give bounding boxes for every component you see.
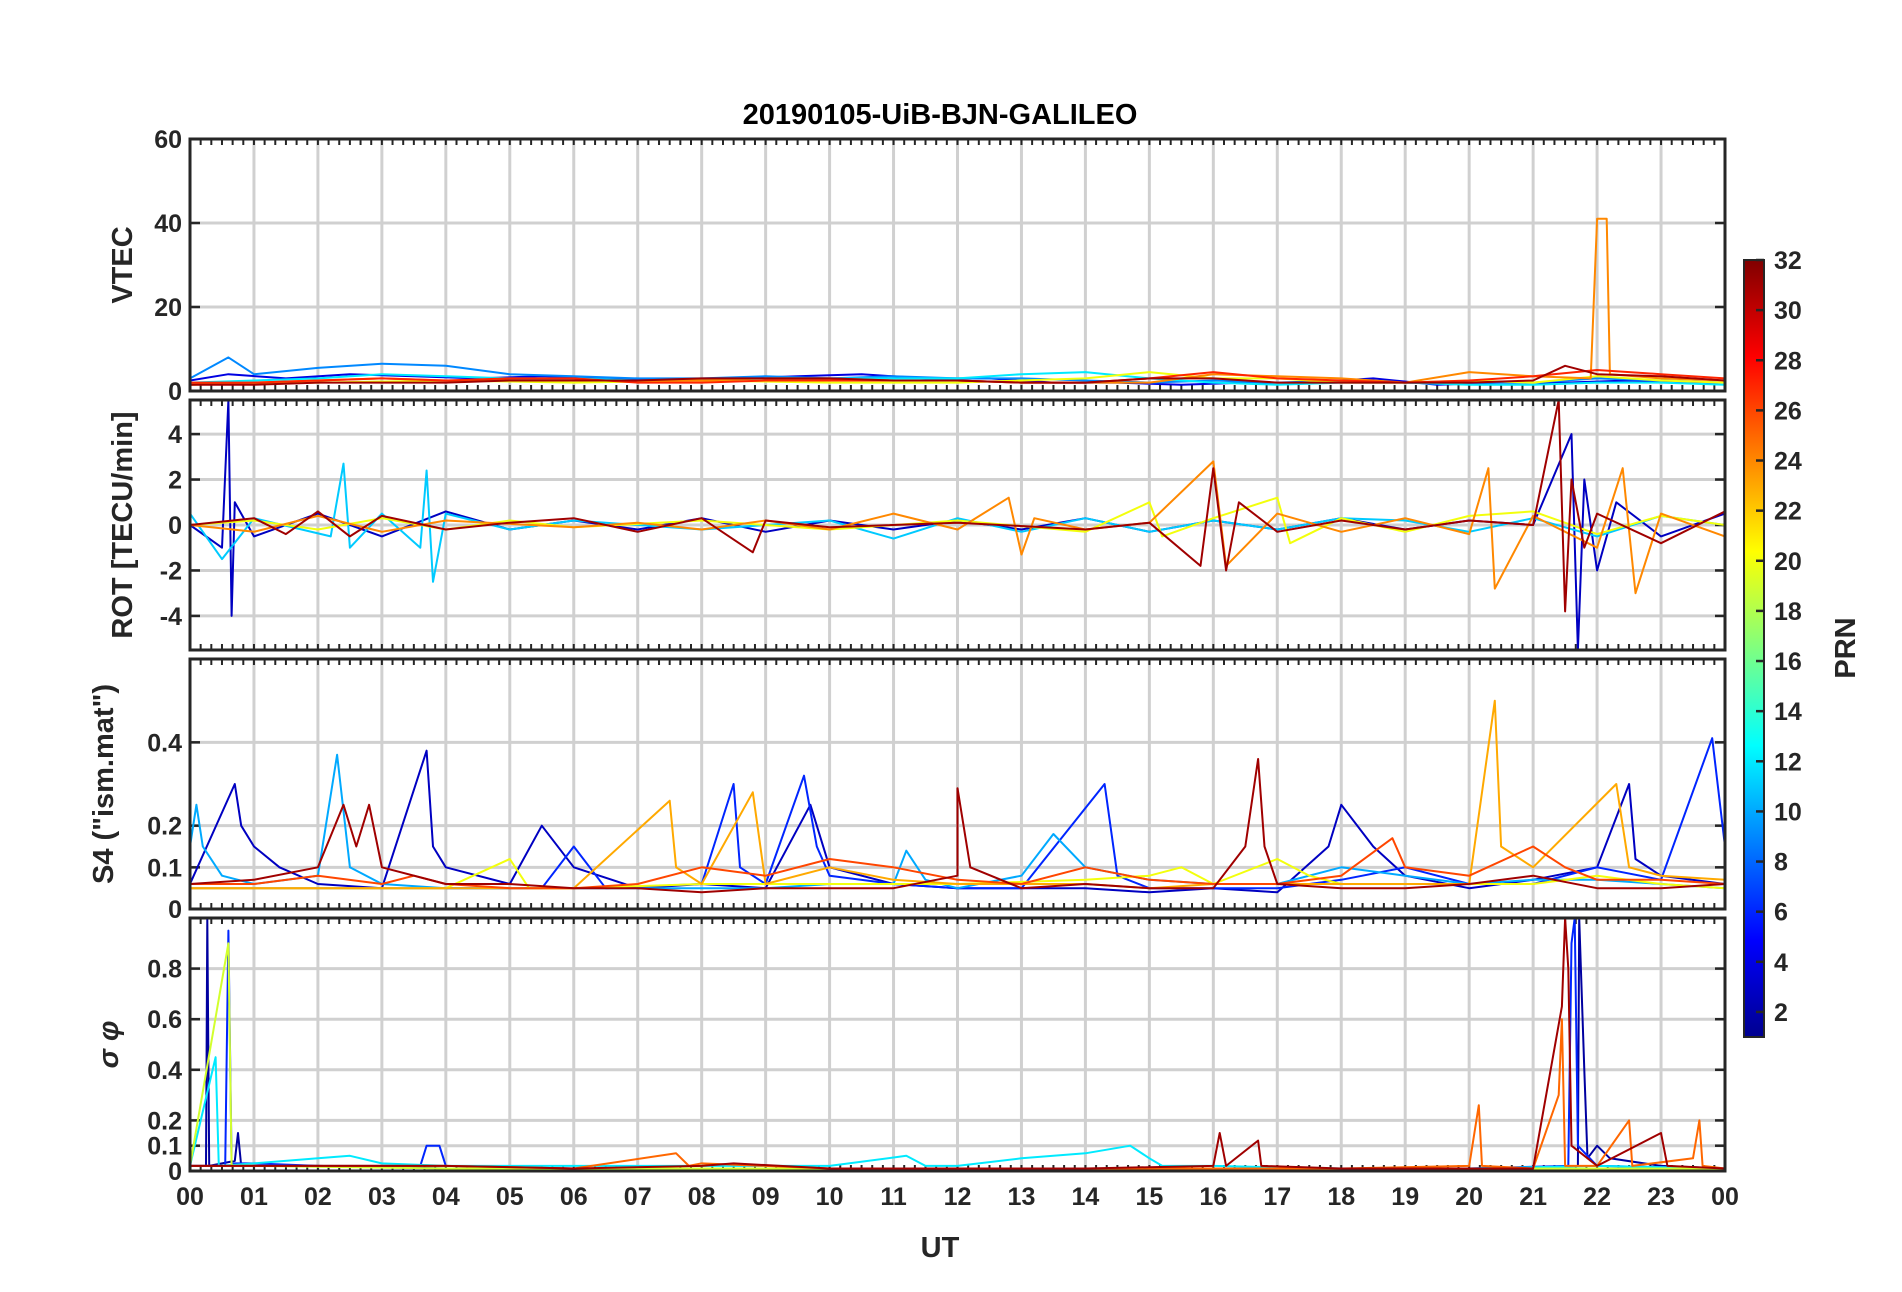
y-tick-label: -2: [160, 557, 182, 585]
colorbar-tick-label: 24: [1774, 448, 1802, 476]
colorbar-tick-label: 10: [1774, 798, 1802, 826]
y-tick-label: 20: [154, 294, 182, 322]
x-tick-label: 08: [688, 1183, 716, 1211]
y-tick-label: 2: [168, 467, 182, 495]
y-tick-label: 40: [154, 210, 182, 238]
x-tick-label: 09: [752, 1183, 780, 1211]
series-line-prn-20: [190, 858, 1725, 890]
colorbar-label: PRN: [1830, 617, 1862, 678]
x-tick-label: 16: [1199, 1183, 1227, 1211]
x-tick-label: 01: [240, 1183, 268, 1211]
y-tick-label: 0.4: [147, 1057, 182, 1085]
x-tick-label: 12: [944, 1183, 972, 1211]
y-tick-label: 0: [168, 896, 182, 924]
series-group: [190, 699, 1725, 894]
x-tick-label: 13: [1008, 1183, 1036, 1211]
y-tick-label: 0.8: [147, 956, 182, 984]
y-tick-label: 0: [168, 1158, 182, 1186]
colorbar-tick-label: 28: [1774, 347, 1802, 375]
x-tick-label: 07: [624, 1183, 652, 1211]
panel-frame: [188, 657, 1727, 911]
x-tick-label: 23: [1647, 1183, 1675, 1211]
y-tick-label: 0.1: [147, 1133, 182, 1161]
y-axis-label: S4 ("ism.mat"): [88, 684, 120, 884]
panel-vtec: 0 20 40 60 VTEC: [107, 126, 1727, 406]
series-line-prn-31: [190, 758, 1725, 894]
panel-sigma_phi: 00.10.2 0.4 0.6 0.8 σ φ: [93, 916, 1727, 1186]
colorbar-tick-label: 8: [1774, 849, 1788, 877]
y-axis-label: ROT [TECU/min]: [107, 411, 139, 638]
x-tick-label: 11: [880, 1183, 907, 1211]
x-tick-label: 00: [1711, 1183, 1739, 1211]
y-tick-label: 0.4: [147, 729, 182, 757]
x-axis-label: UT: [921, 1232, 960, 1264]
colorbar-tick-label: 18: [1774, 598, 1802, 626]
panel-frame: [188, 137, 1727, 393]
colorbar-tick-label: 30: [1774, 297, 1802, 325]
y-tick-label: 0: [168, 378, 182, 406]
y-axis-label: σ φ: [93, 1021, 125, 1069]
series-line-prn-31: [190, 364, 1725, 386]
series-group: [190, 400, 1725, 650]
series-line-prn-31: [190, 400, 1725, 613]
colorbar-tick-label: 26: [1774, 397, 1802, 425]
panel-rot: -4 -2 0 2 4 ROT [TECU/min]: [107, 398, 1727, 652]
x-tick-label: 19: [1391, 1183, 1419, 1211]
x-tick-label: 00: [176, 1183, 204, 1211]
colorbar-tick-label: 20: [1774, 548, 1802, 576]
y-tick-label: 4: [168, 421, 182, 449]
colorbar-tick-label: 16: [1774, 648, 1802, 676]
x-tick-label: 18: [1327, 1183, 1355, 1211]
panel-s4: 0 0.1 0.2 0.4 S4 ("ism.mat"): [88, 657, 1727, 924]
series-line-prn-12: [190, 371, 1725, 386]
colorbar-tick-label: 4: [1774, 949, 1788, 977]
x-tick-label: 03: [368, 1183, 396, 1211]
x-tick-label: 22: [1583, 1183, 1611, 1211]
x-tick-label: 15: [1135, 1183, 1163, 1211]
series-group: [190, 918, 1725, 1170]
x-tick-label: 21: [1519, 1183, 1547, 1211]
colorbar-tick-label: 12: [1774, 748, 1802, 776]
x-tick-label: 14: [1072, 1183, 1100, 1211]
x-tick-label: 05: [496, 1183, 524, 1211]
y-tick-label: 0.6: [147, 1006, 182, 1034]
series-line-prn-31: [190, 918, 1725, 1170]
x-tick-label: 02: [304, 1183, 332, 1211]
x-tick-label: 20: [1455, 1183, 1483, 1211]
y-tick-label: 0.2: [147, 1107, 182, 1135]
colorbar-tick-label: 22: [1774, 498, 1802, 526]
colorbar-tick-label: 6: [1774, 899, 1788, 927]
y-tick-label: 0: [168, 512, 182, 540]
colorbar-tick-label: 2: [1774, 999, 1788, 1027]
y-tick-label: 60: [154, 126, 182, 154]
panel-frame: [188, 916, 1727, 1173]
colorbar-gradient: [1743, 259, 1765, 1038]
y-tick-label: 0.2: [147, 813, 182, 841]
y-tick-label: 0.1: [147, 854, 182, 882]
series-group: [190, 217, 1725, 386]
colorbar-tick-label: 32: [1774, 247, 1802, 275]
y-tick-label: -4: [160, 603, 182, 631]
chart-title: 20190105-UiB-BJN-GALILEO: [743, 99, 1138, 131]
series-line-prn-25: [190, 1018, 1725, 1170]
panel-frame: [188, 398, 1727, 652]
x-tick-label: 10: [816, 1183, 844, 1211]
x-tick-label: 04: [432, 1183, 460, 1211]
y-axis-label: VTEC: [107, 226, 139, 303]
x-tick-label: 06: [560, 1183, 588, 1211]
x-tick-label: 17: [1263, 1183, 1291, 1211]
colorbar-tick-label: 14: [1774, 698, 1802, 726]
series-line-prn-12: [190, 1056, 1725, 1170]
